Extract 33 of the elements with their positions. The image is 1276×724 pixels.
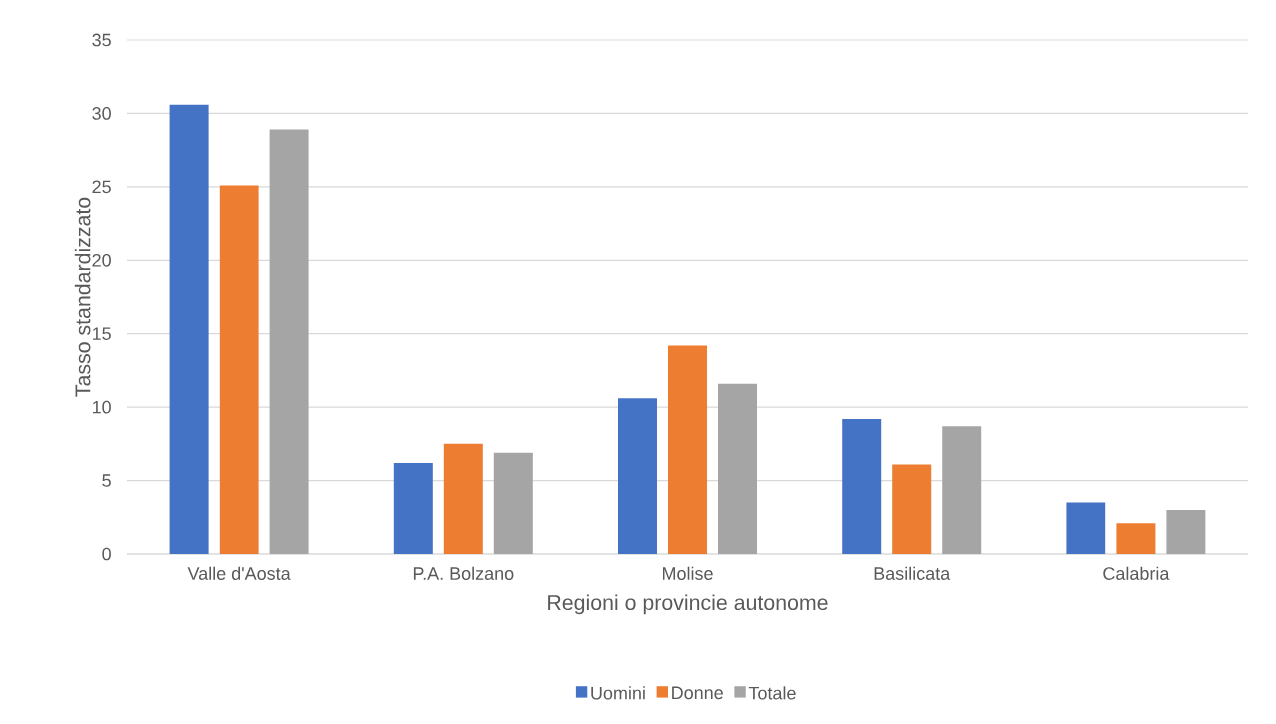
bar [1116, 523, 1156, 554]
legend-label: Uomini [591, 686, 645, 700]
bar [842, 418, 882, 554]
y-tick-label: 25 [92, 180, 111, 194]
y-tick-label: 35 [92, 33, 111, 47]
bar [1166, 509, 1206, 554]
y-tick-label: 5 [102, 474, 111, 487]
x-tick-label: Basilicata [874, 566, 951, 580]
x-tick-label: Molise [662, 566, 713, 580]
y-tick-label: 0 [102, 547, 111, 561]
x-tick-label: P.A. Bolzano [413, 566, 514, 580]
x-tick-label: Calabria [1103, 566, 1170, 580]
x-tick-label: Valle d'Aosta [187, 566, 291, 580]
bar [618, 398, 657, 554]
bar [443, 443, 483, 554]
y-tick-label: 15 [92, 327, 111, 340]
bar [892, 464, 932, 554]
bar [718, 383, 758, 554]
legend-label: Totale [748, 686, 796, 700]
bar [942, 426, 982, 554]
bar [493, 452, 533, 554]
legend-label: Donne [672, 686, 723, 700]
bar [393, 462, 433, 554]
bar [169, 104, 209, 554]
bar [219, 185, 259, 554]
y-axis-title: Tasso standardizzato [74, 197, 91, 397]
bar [668, 345, 708, 554]
y-tick-label: 10 [92, 400, 111, 414]
x-axis-title: Regioni o provincie autonome [548, 594, 828, 615]
y-tick-label: 30 [92, 107, 111, 120]
y-tick-label: 20 [92, 253, 111, 267]
bar [269, 129, 309, 554]
bar [1066, 502, 1106, 554]
